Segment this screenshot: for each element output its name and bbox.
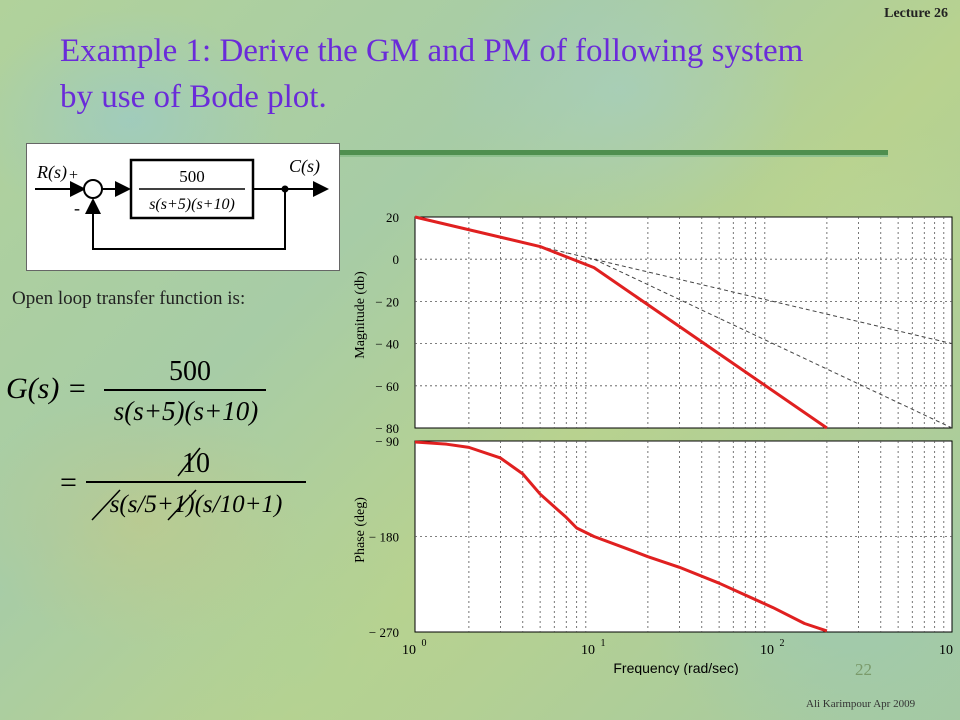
author-credit: Ali Karimpour Apr 2009 [806, 698, 916, 710]
magnitude-ytick-label: 0 [393, 252, 400, 267]
magnitude-ytick-label: − 80 [375, 421, 399, 436]
page-number: 22 [855, 660, 872, 679]
phase-xtick-exponent: 1 [601, 638, 606, 649]
frequency-xlabel: Frequency (rad/sec) [613, 660, 738, 675]
plant-denominator: s(s+5)(s+10) [149, 196, 235, 213]
transfer-function-equation: G(s) = 500 s(s+5)(s+10) = 10 s(s/5+1)(s/… [0, 340, 330, 535]
feedback-path [85, 189, 286, 250]
equation-lhs: G(s) = [6, 372, 87, 405]
phase-xtick-label: 10 [760, 643, 774, 658]
phase-xtick-label: 10 [402, 643, 416, 658]
title-rule [330, 150, 888, 157]
phase-xtick-exponent: 2 [780, 638, 785, 649]
cancel-stroke-denominator-1 [91, 489, 121, 521]
equation-svg: G(s) = 500 s(s+5)(s+10) = 10 s(s/5+1)(s/… [6, 356, 306, 521]
output-label: C(s) [289, 156, 320, 177]
title-line-1: Example 1: Derive the GM and PM of follo… [60, 33, 804, 69]
plant-numerator: 500 [179, 167, 205, 186]
phase-xtick-label: 10 [939, 643, 953, 658]
lecture-label: Lecture 26 [884, 6, 948, 21]
equation-equals-2: = [60, 466, 77, 499]
magnitude-asymptote [540, 246, 953, 345]
magnitude-panel: 20 0 − 20 − 40 − 60 − 80 [375, 210, 953, 436]
magnitude-ylabel: Magnitude (db) [353, 271, 368, 359]
magnitude-asymptote [593, 258, 953, 429]
equation-denominator-2: s(s/5+1)(s/10+1) [110, 491, 283, 518]
phase-xtick-label: 10 [581, 643, 595, 658]
equation-numerator-1: 500 [169, 356, 211, 387]
magnitude-plot-area [414, 216, 953, 429]
magnitude-ytick-label: − 20 [375, 294, 399, 309]
block-diagram-svg: R(s) + - 500 s(s+5)(s+10) C(s) [35, 156, 329, 250]
phase-xtick-exponent: 0 [422, 638, 427, 649]
slide-title: Example 1: Derive the GM and PM of follo… [60, 28, 930, 120]
phase-series-line [414, 440, 828, 633]
cancel-stroke-numerator [177, 447, 201, 477]
phase-ytick-label: − 90 [375, 434, 399, 449]
bode-plot: 20 0− 20− 40− 60− 80 − 90− 180− 270 10 0 10 1… [340, 195, 960, 680]
plus-sign: + [69, 167, 78, 184]
magnitude-ytick-label: 20 [386, 210, 399, 225]
equation-denominator-1: s(s+5)(s+10) [114, 396, 258, 426]
magnitude-ytick-label: − 60 [375, 379, 399, 394]
summing-junction [83, 179, 103, 199]
input-label: R(s) [36, 162, 67, 183]
cancel-stroke-denominator-2 [167, 489, 197, 521]
phase-plot-area [414, 440, 953, 633]
phase-ytick-label: − 180 [369, 530, 399, 545]
phase-panel: − 90− 180− 270100101102103 [369, 434, 960, 658]
title-line-2: by use of Bode plot. [60, 79, 327, 115]
block-diagram: R(s) + - 500 s(s+5)(s+10) C(s) [26, 143, 340, 271]
minus-sign: - [74, 198, 80, 218]
magnitude-series-line [414, 215, 828, 430]
transfer-function-caption: Open loop transfer function is: [12, 288, 246, 309]
phase-ylabel: Phase (deg) [353, 497, 368, 563]
magnitude-ytick-label: − 40 [375, 337, 399, 352]
phase-ytick-label: − 270 [369, 625, 399, 640]
